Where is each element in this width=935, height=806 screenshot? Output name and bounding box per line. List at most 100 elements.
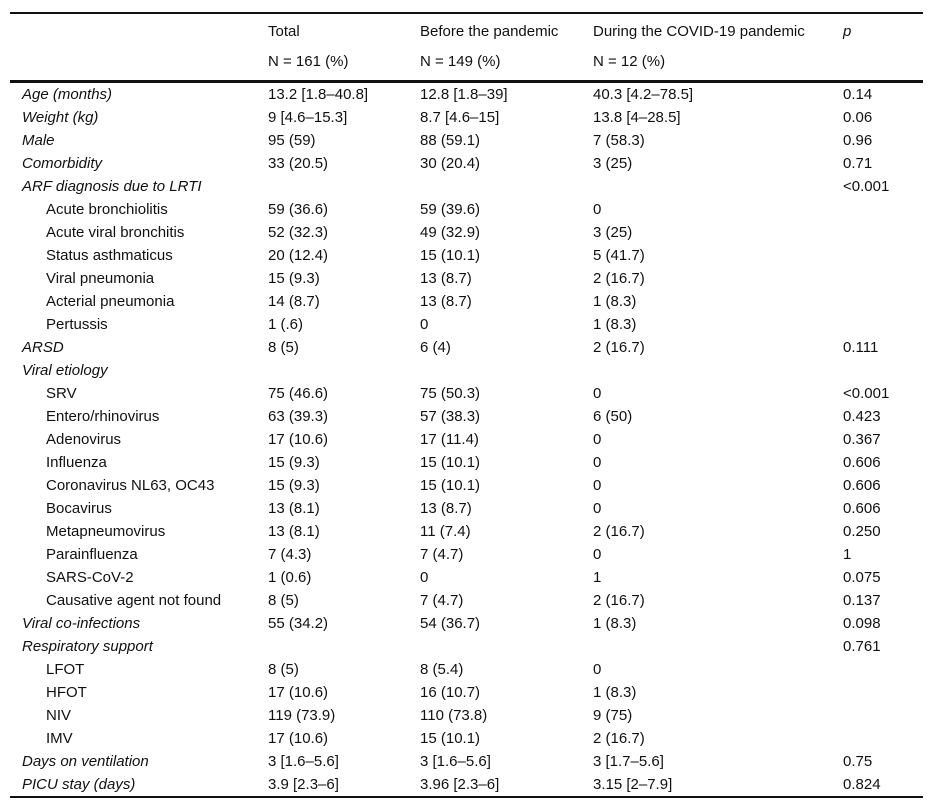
header-during-n: N = 12 (%): [593, 53, 666, 70]
cell-before-pandemic: 12.8 [1.8–39]: [420, 86, 508, 103]
cell-p-value: [843, 681, 923, 704]
cell-total: 15 (9.3): [268, 477, 320, 494]
table-row: Pertussis 1 (.6) 0 1 (8.3): [10, 313, 923, 336]
table-row: Comorbidity 33 (20.5) 30 (20.4) 3 (25) 0…: [10, 152, 923, 175]
row-label: HFOT: [46, 684, 87, 701]
cell-during-pandemic: 40.3 [4.2–78.5]: [593, 86, 694, 103]
cell-during-pandemic: 5 (41.7): [593, 247, 645, 264]
cell-total: 14 (8.7): [268, 293, 320, 310]
row-label: ARF diagnosis due to LRTI: [22, 178, 202, 195]
table-row: HFOT 17 (10.6) 16 (10.7) 1 (8.3): [10, 681, 923, 704]
cell-p-value: 0.111: [843, 339, 879, 356]
cell-during-pandemic: 9 (75): [593, 707, 633, 724]
cell-during-pandemic: 0: [593, 385, 602, 402]
table-row: SARS-CoV-2 1 (0.6) 0 1 0.075: [10, 566, 923, 589]
cell-during-pandemic: 0: [593, 477, 602, 494]
table-row: Respiratory support 0.761: [10, 635, 923, 658]
row-label: Bocavirus: [46, 500, 112, 517]
cell-p-value: 0.96: [843, 132, 873, 149]
row-label: IMV: [46, 730, 73, 747]
cell-during-pandemic: [593, 359, 843, 382]
cell-p-value: 0.14: [843, 86, 873, 103]
cell-total: 9 [4.6–15.3]: [268, 109, 348, 126]
table-row: Acterial pneumonia 14 (8.7) 13 (8.7) 1 (…: [10, 290, 923, 313]
cell-total: 3.9 [2.3–6]: [268, 776, 339, 793]
cell-p-value: [843, 658, 923, 681]
table-row: Male 95 (59) 88 (59.1) 7 (58.3) 0.96: [10, 129, 923, 152]
table-row: Coronavirus NL63, OC43 15 (9.3) 15 (10.1…: [10, 474, 923, 497]
cell-before-pandemic: [420, 175, 593, 198]
cell-during-pandemic: 3 [1.7–5.6]: [593, 753, 664, 770]
row-label: Male: [22, 132, 55, 149]
cell-before-pandemic: 88 (59.1): [420, 132, 481, 149]
table-row: Status asthmaticus 20 (12.4) 15 (10.1) 5…: [10, 244, 923, 267]
cell-before-pandemic: 6 (4): [420, 339, 451, 356]
cell-total: 15 (9.3): [268, 270, 320, 287]
cell-before-pandemic: 7 (4.7): [420, 546, 464, 563]
row-label: PICU stay (days): [22, 776, 136, 793]
table-row: Parainfluenza 7 (4.3) 7 (4.7) 0 1: [10, 543, 923, 566]
cell-p-value: 0.761: [843, 638, 881, 655]
row-label: Causative agent not found: [46, 592, 222, 609]
cell-total: 17 (10.6): [268, 431, 329, 448]
header-during-title: During the COVID-19 pandemic: [593, 23, 805, 40]
cell-during-pandemic: 1 (8.3): [593, 684, 637, 701]
cell-p-value: 0.606: [843, 477, 881, 494]
table-row: Metapneumovirus 13 (8.1) 11 (7.4) 2 (16.…: [10, 520, 923, 543]
table-body: Age (months) 13.2 [1.8–40.8] 12.8 [1.8–3…: [10, 82, 923, 798]
cell-during-pandemic: 1: [593, 569, 602, 586]
cell-during-pandemic: 0: [593, 201, 602, 218]
cell-during-pandemic: 0: [593, 546, 602, 563]
row-label: Entero/rhinovirus: [46, 408, 160, 425]
cell-total: 52 (32.3): [268, 224, 329, 241]
table-row: Viral pneumonia 15 (9.3) 13 (8.7) 2 (16.…: [10, 267, 923, 290]
cell-total: 8 (5): [268, 592, 299, 609]
cell-p-value: [843, 313, 923, 336]
cell-before-pandemic: 13 (8.7): [420, 500, 472, 517]
header-before-n: N = 149 (%): [420, 53, 501, 70]
cell-p-value: 0.06: [843, 109, 873, 126]
table-row: PICU stay (days) 3.9 [2.3–6] 3.96 [2.3–6…: [10, 773, 923, 797]
cell-total: 13 (8.1): [268, 523, 320, 540]
cell-before-pandemic: 54 (36.7): [420, 615, 481, 632]
cell-p-value: 0.098: [843, 615, 881, 632]
cell-during-pandemic: 7 (58.3): [593, 132, 645, 149]
cell-before-pandemic: 15 (10.1): [420, 454, 481, 471]
cell-during-pandemic: 3 (25): [593, 155, 633, 172]
header-total-title: Total: [268, 23, 300, 40]
table-row: Causative agent not found 8 (5) 7 (4.7) …: [10, 589, 923, 612]
cell-total: 8 (5): [268, 661, 299, 678]
cell-before-pandemic: 3 [1.6–5.6]: [420, 753, 491, 770]
cell-before-pandemic: 7 (4.7): [420, 592, 464, 609]
cell-during-pandemic: 3 (25): [593, 224, 633, 241]
table-row: ARF diagnosis due to LRTI <0.001: [10, 175, 923, 198]
cell-total: 33 (20.5): [268, 155, 329, 172]
cell-p-value: 0.367: [843, 431, 881, 448]
cell-total: 17 (10.6): [268, 684, 329, 701]
cell-total: 20 (12.4): [268, 247, 329, 264]
cell-total: 1 (0.6): [268, 569, 312, 586]
cell-during-pandemic: [593, 635, 843, 658]
header-during-pandemic: During the COVID-19 pandemic N = 12 (%): [593, 13, 843, 83]
row-label: Adenovirus: [46, 431, 122, 448]
cell-p-value: 0.606: [843, 500, 881, 517]
cell-before-pandemic: 57 (38.3): [420, 408, 481, 425]
row-label: Acterial pneumonia: [46, 293, 175, 310]
cell-p-value: 0.137: [843, 592, 881, 609]
cell-during-pandemic: 2 (16.7): [593, 523, 645, 540]
table-row: Viral etiology: [10, 359, 923, 382]
row-label: Age (months): [22, 86, 113, 103]
table-row: Bocavirus 13 (8.1) 13 (8.7) 0 0.606: [10, 497, 923, 520]
cell-total: 95 (59): [268, 132, 316, 149]
cell-during-pandemic: 0: [593, 454, 602, 471]
cell-p-value: [843, 221, 923, 244]
cell-p-value: 0.250: [843, 523, 881, 540]
table-row: LFOT 8 (5) 8 (5.4) 0: [10, 658, 923, 681]
cell-before-pandemic: 15 (10.1): [420, 477, 481, 494]
cell-p-value: 0.075: [843, 569, 881, 586]
cell-before-pandemic: 8 (5.4): [420, 661, 464, 678]
table-row: Acute viral bronchitis 52 (32.3) 49 (32.…: [10, 221, 923, 244]
header-p-title: p: [843, 23, 852, 40]
cell-p-value: [843, 359, 923, 382]
cell-during-pandemic: 0: [593, 500, 602, 517]
